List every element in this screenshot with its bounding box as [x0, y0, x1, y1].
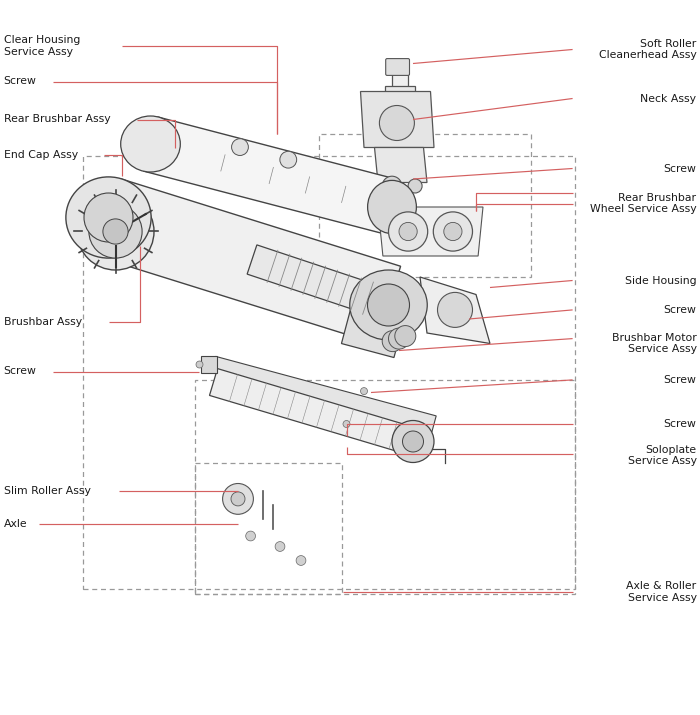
Polygon shape — [97, 179, 400, 344]
Circle shape — [392, 420, 434, 463]
Text: Screw: Screw — [664, 375, 696, 385]
FancyBboxPatch shape — [386, 59, 410, 75]
Circle shape — [408, 179, 422, 193]
Polygon shape — [374, 147, 427, 182]
Circle shape — [89, 205, 142, 258]
Polygon shape — [247, 245, 393, 320]
Polygon shape — [201, 356, 217, 373]
Circle shape — [438, 292, 472, 327]
Text: Screw: Screw — [664, 305, 696, 315]
Text: Slim Roller Assy: Slim Roller Assy — [4, 485, 90, 495]
Circle shape — [280, 152, 297, 168]
Text: Neck Assy: Neck Assy — [640, 94, 696, 104]
Text: Rear Brushbar Assy: Rear Brushbar Assy — [4, 114, 110, 124]
Circle shape — [368, 284, 409, 326]
Bar — [83, 156, 575, 588]
Text: End Cap Assy: End Cap Assy — [4, 149, 78, 159]
Circle shape — [389, 212, 428, 251]
Text: Axle: Axle — [4, 519, 27, 529]
Circle shape — [389, 328, 410, 349]
Text: Rear Brushbar
Wheel Service Assy: Rear Brushbar Wheel Service Assy — [590, 193, 696, 214]
Polygon shape — [392, 59, 408, 89]
Text: Screw: Screw — [4, 76, 36, 86]
Ellipse shape — [350, 270, 427, 340]
Bar — [195, 463, 342, 594]
Text: Side Housing: Side Housing — [625, 275, 696, 285]
Circle shape — [379, 106, 414, 141]
Text: Soloplate
Service Assy: Soloplate Service Assy — [627, 445, 696, 466]
Polygon shape — [209, 369, 417, 455]
Circle shape — [196, 361, 203, 368]
Circle shape — [103, 219, 128, 244]
Ellipse shape — [120, 116, 181, 172]
Ellipse shape — [66, 177, 151, 258]
Circle shape — [343, 420, 350, 428]
Circle shape — [382, 330, 403, 352]
Polygon shape — [420, 277, 490, 343]
Circle shape — [223, 483, 253, 514]
Circle shape — [231, 492, 245, 506]
Bar — [318, 134, 531, 277]
Ellipse shape — [368, 180, 416, 234]
Text: Screw: Screw — [4, 367, 36, 377]
Circle shape — [395, 325, 416, 347]
Circle shape — [77, 193, 154, 270]
Circle shape — [382, 176, 402, 196]
Circle shape — [84, 193, 133, 242]
Polygon shape — [342, 305, 404, 358]
Circle shape — [232, 139, 248, 155]
Circle shape — [360, 388, 368, 395]
Text: Soft Roller
Cleanerhead Assy: Soft Roller Cleanerhead Assy — [598, 39, 696, 60]
Text: Axle & Roller
Service Assy: Axle & Roller Service Assy — [626, 581, 696, 603]
Polygon shape — [144, 117, 399, 234]
Circle shape — [275, 541, 285, 551]
Circle shape — [402, 431, 423, 452]
Bar — [195, 380, 575, 594]
Text: Brushbar Assy: Brushbar Assy — [4, 317, 82, 327]
Polygon shape — [211, 356, 436, 432]
Text: Screw: Screw — [664, 419, 696, 429]
Polygon shape — [385, 86, 415, 139]
Circle shape — [296, 556, 306, 566]
Text: Brushbar Motor
Service Assy: Brushbar Motor Service Assy — [612, 332, 696, 355]
Text: Clear Housing
Service Assy: Clear Housing Service Assy — [4, 35, 80, 56]
Circle shape — [399, 222, 417, 241]
Circle shape — [246, 531, 256, 541]
Polygon shape — [360, 92, 434, 147]
Circle shape — [444, 222, 462, 241]
Text: Screw: Screw — [664, 164, 696, 174]
Polygon shape — [378, 207, 483, 256]
Circle shape — [433, 212, 473, 251]
